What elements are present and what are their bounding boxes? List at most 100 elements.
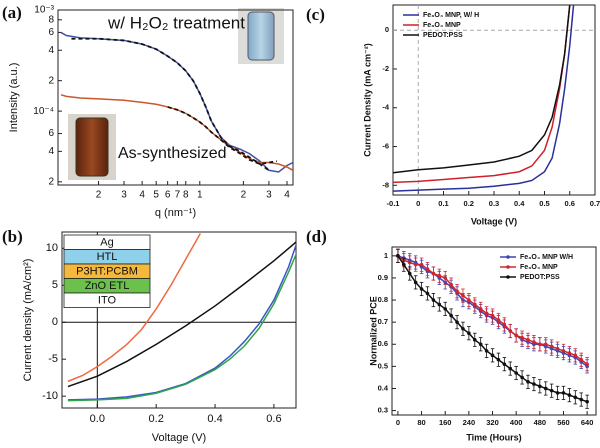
data-point — [484, 349, 489, 353]
series-label: As-synthesized — [118, 145, 227, 162]
series-line — [67, 233, 201, 383]
y-tick-label: -5 — [48, 353, 58, 365]
data-point — [555, 391, 560, 395]
data-point — [579, 397, 584, 402]
data-point — [484, 311, 489, 316]
y-tick-label: 2 — [48, 75, 54, 86]
panel-label: (c) — [306, 5, 325, 24]
data-point — [490, 313, 495, 318]
data-point — [508, 329, 513, 333]
data-point — [407, 260, 412, 265]
x-tick-label: 320 — [486, 418, 499, 427]
data-point — [437, 302, 442, 307]
data-point — [449, 313, 453, 318]
data-point — [437, 273, 442, 278]
series-line — [71, 37, 270, 172]
data-point — [449, 282, 453, 287]
y-tick-label: -10 — [42, 390, 58, 402]
legend-label: PEDOT:PSS — [423, 32, 463, 39]
panel-label: (d) — [306, 227, 327, 246]
x-tick-label: 0.1 — [438, 199, 448, 208]
y-tick-label: 0 — [52, 316, 58, 328]
device-layer-label: ITO — [98, 295, 117, 307]
y-tick-label: 0.7 — [378, 317, 388, 326]
legend-label: Fe₃O₄ MNP, W/ H — [423, 12, 479, 19]
data-point — [538, 384, 542, 389]
vial-photo-synthesized — [68, 114, 116, 180]
panel: (c) -0.1 0 0.1 0.2 0.3 0.4 0.5 0.6 0.7 0 -2 -4 -6 -8 Vo… — [306, 4, 600, 226]
plot-frame — [61, 231, 297, 409]
data-point — [514, 371, 518, 375]
x-tick-label: 4 — [284, 190, 290, 201]
series-line — [67, 252, 296, 402]
data-point — [407, 271, 412, 276]
y-tick-label: 0.3 — [378, 406, 388, 415]
data-point — [573, 353, 578, 358]
x-tick-label: 0.7 — [590, 199, 600, 208]
data-point — [490, 353, 495, 358]
y-tick-label: 0.5 — [378, 361, 388, 370]
data-point — [496, 318, 501, 322]
legend-marker — [506, 275, 510, 279]
y-tick-label: 0.6 — [378, 339, 388, 348]
data-point — [455, 289, 459, 294]
data-point — [472, 338, 477, 342]
data-point — [520, 375, 524, 380]
data-point — [396, 254, 400, 258]
y-tick-label: 6 — [48, 27, 54, 38]
data-point — [502, 362, 507, 366]
data-point — [467, 331, 471, 336]
data-point — [508, 366, 513, 371]
data-point — [402, 262, 406, 267]
x-tick-label: 240 — [463, 418, 476, 427]
data-point — [567, 351, 572, 355]
data-point — [478, 342, 483, 347]
data-point — [526, 338, 530, 342]
device-layer — [63, 292, 151, 308]
x-tick-label: 0.5 — [539, 199, 549, 208]
legend-label: Fe₃O₄ MNP W/H — [520, 254, 573, 261]
data-point — [431, 271, 436, 276]
series-line — [167, 106, 277, 165]
x-tick-label: 0.6 — [565, 199, 575, 208]
data-point — [443, 307, 448, 311]
panel-label: (b) — [2, 227, 23, 246]
data-layer — [67, 233, 296, 402]
data-point — [520, 335, 524, 340]
data-point — [431, 298, 436, 302]
device-layer-label: HTL — [97, 251, 118, 263]
data-point — [478, 307, 483, 311]
data-point — [585, 362, 589, 366]
x-tick-label: 80 — [417, 418, 425, 427]
y-tick-label: 0.9 — [378, 273, 388, 282]
data-layer — [396, 248, 589, 409]
data-point — [413, 262, 418, 267]
data-point — [496, 357, 501, 362]
data-point — [467, 298, 471, 302]
x-tick-label: 0 — [416, 199, 420, 208]
data-point — [443, 276, 448, 280]
x-axis-label: Voltage (V) — [152, 432, 206, 444]
series-label: w/ H₂O₂ treatment — [107, 13, 245, 32]
series-line — [393, 5, 575, 192]
x-tick-label: 2 — [96, 190, 102, 201]
x-tick-label: 4 — [139, 190, 145, 201]
series-line — [67, 241, 296, 388]
x-tick-label: 0.0 — [90, 413, 105, 425]
device-layer-label: P3HT:PCBM — [76, 266, 138, 278]
y-tick-label: -8 — [382, 180, 389, 189]
data-point — [543, 342, 548, 347]
data-point — [573, 395, 578, 400]
data-point — [561, 391, 566, 395]
data-point — [419, 287, 424, 291]
y-tick-label: 10 — [46, 242, 58, 254]
data-point — [455, 320, 459, 324]
vial-photo-treated — [238, 8, 284, 64]
x-tick-label: 160 — [439, 418, 452, 427]
y-tick-label: 6 — [48, 128, 54, 139]
x-tick-label: 640 — [581, 418, 594, 427]
y-tick-label: 0 — [385, 25, 389, 34]
data-point — [461, 293, 465, 298]
x-tick-label: 0.2 — [464, 199, 474, 208]
